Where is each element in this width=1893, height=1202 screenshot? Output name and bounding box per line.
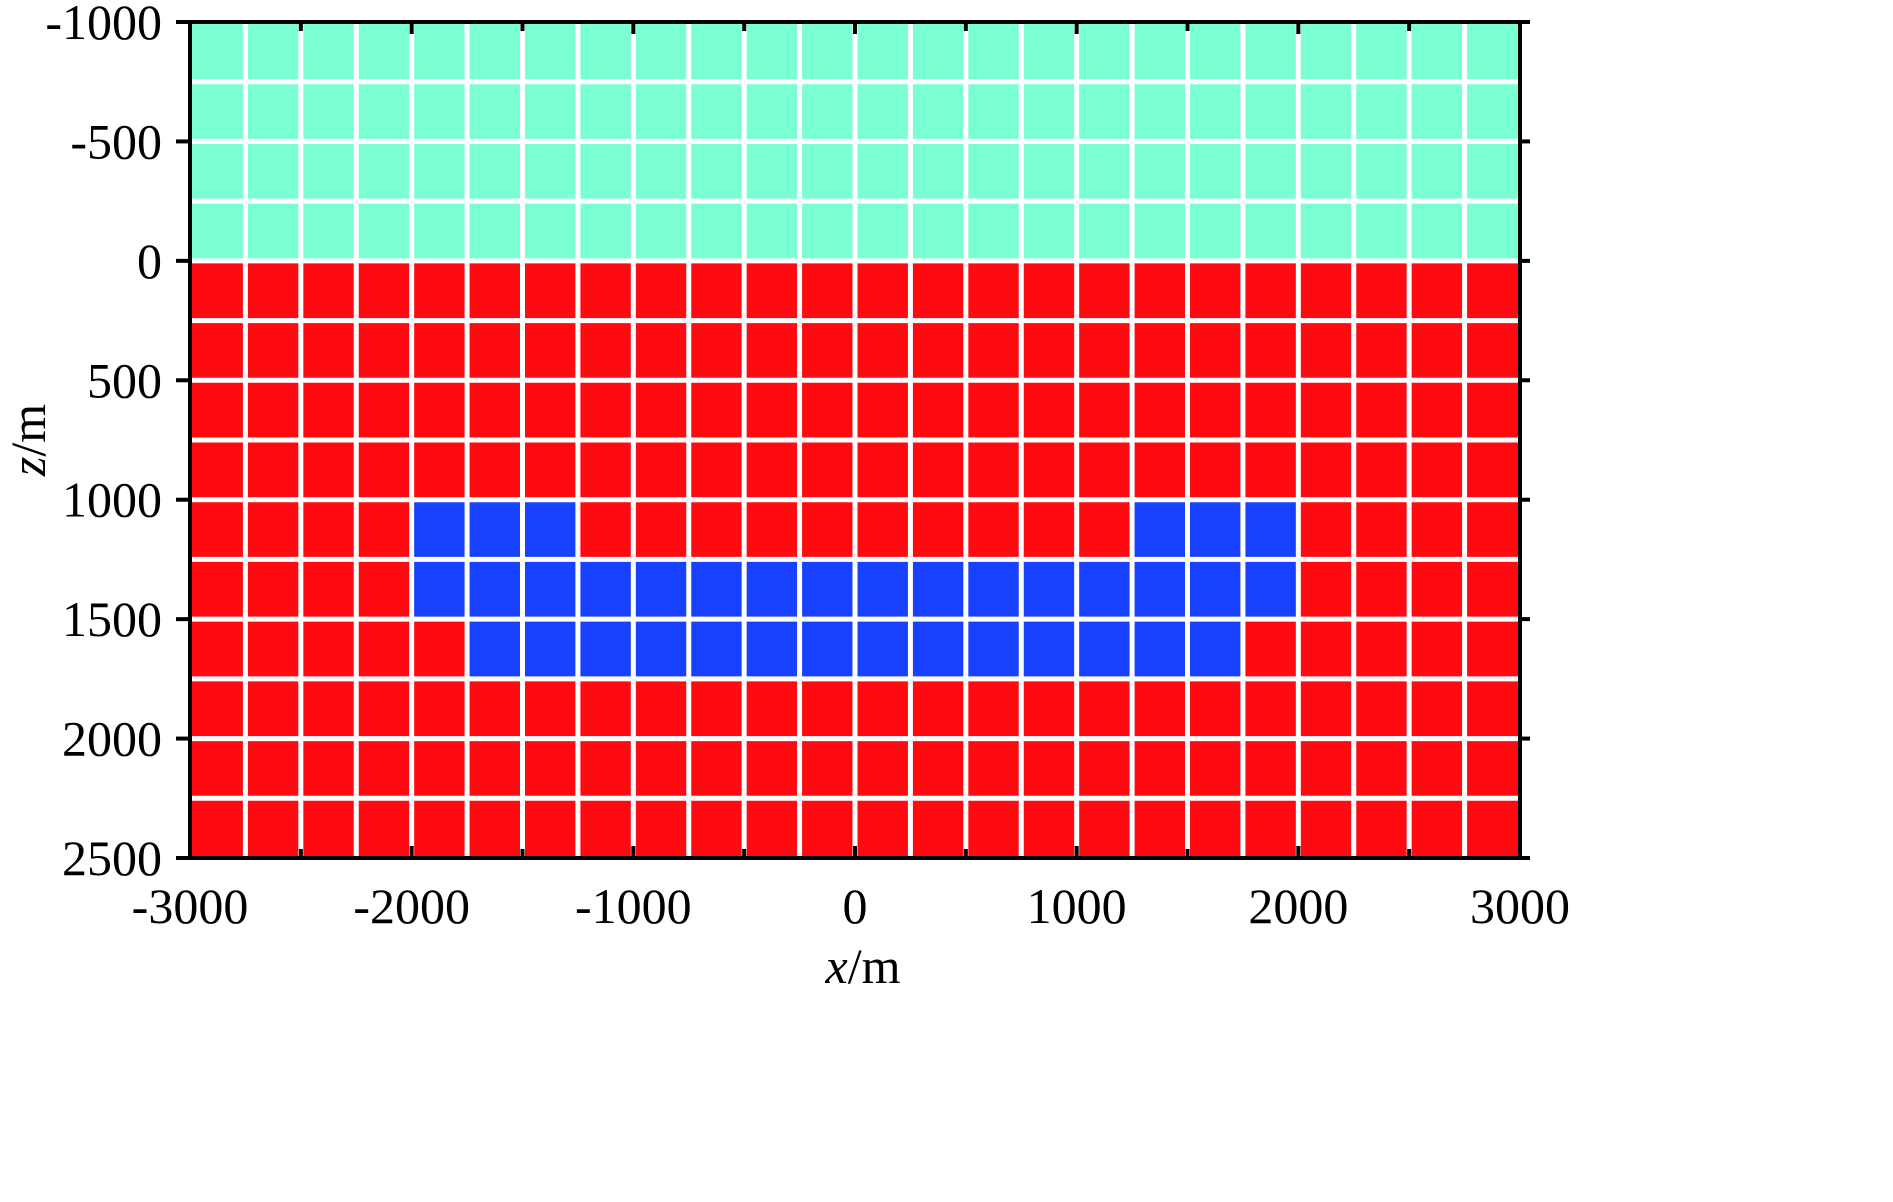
y-tick-label: -500	[70, 113, 162, 169]
y-tick-label: 2500	[62, 830, 162, 886]
region-anomaly	[1132, 499, 1299, 560]
x-tick-label: -1000	[575, 878, 692, 934]
x-tick-label: 0	[843, 878, 868, 934]
region-anomaly	[411, 499, 578, 560]
y-axis-label: z/m	[0, 404, 56, 477]
y-tick-label: 1500	[62, 591, 162, 647]
tick-labels: -3000 -2000 -1000 0 1000 2000 3000 -1000 -500 0 50…	[45, 0, 1570, 934]
y-tick-label: 1000	[62, 472, 162, 528]
x-tick-label: -2000	[353, 878, 470, 934]
x-axis-label: x/m	[825, 938, 901, 994]
y-tick-label: -1000	[45, 0, 162, 50]
y-tick-label: 2000	[62, 711, 162, 767]
y-tick-label: 0	[137, 233, 162, 289]
axis-ticks	[176, 20, 1530, 860]
y-tick-label: 500	[87, 352, 162, 408]
x-tick-label: 1000	[1027, 878, 1127, 934]
x-tick-label: 3000	[1470, 878, 1570, 934]
x-tick-label: -3000	[132, 878, 249, 934]
cell-grid-lines	[190, 22, 1520, 858]
x-tick-label: 2000	[1248, 878, 1348, 934]
